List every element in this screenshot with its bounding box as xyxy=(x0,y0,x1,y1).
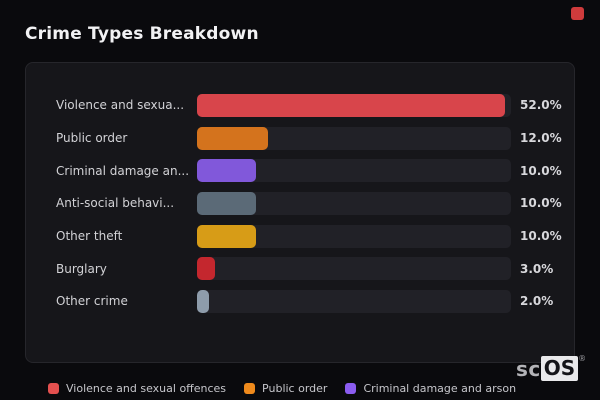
bar-fill[interactable] xyxy=(197,224,257,248)
chart-legend: Violence and sexual offences Public order… xyxy=(48,382,516,395)
bar-category-label: Burglary xyxy=(56,261,107,276)
legend-swatch-icon xyxy=(345,383,357,394)
logo-prefix: sc xyxy=(516,356,541,381)
bar-track xyxy=(197,224,511,248)
bar-category-label: Public order xyxy=(56,131,128,146)
legend-swatch-icon xyxy=(244,383,256,394)
bar-track xyxy=(197,289,511,313)
legend-label: Criminal damage and arson xyxy=(363,382,517,395)
chart-card: Violence and sexua... 52.0% Public order 12… xyxy=(25,62,575,363)
bar-fill[interactable] xyxy=(197,289,209,313)
bar-value-label: 10.0% xyxy=(520,229,562,244)
legend-item[interactable]: Public order xyxy=(244,382,327,395)
bar-track xyxy=(197,93,511,117)
bar-fill[interactable] xyxy=(197,257,215,281)
legend-item[interactable]: Violence and sexual offences xyxy=(48,382,226,395)
legend-label: Violence and sexual offences xyxy=(66,382,227,395)
bar-value-label: 10.0% xyxy=(520,163,562,178)
bar-category-label: Anti-social behavi... xyxy=(56,196,175,211)
bar-track xyxy=(197,191,511,215)
bar-value-label: 2.0% xyxy=(520,294,554,309)
bar-value-label: 12.0% xyxy=(520,131,562,146)
bar-category-label: Criminal damage an... xyxy=(56,163,190,178)
bar-fill[interactable] xyxy=(197,159,257,183)
bar-value-label: 10.0% xyxy=(520,196,562,211)
bar-fill[interactable] xyxy=(197,93,505,117)
bar-row: Public order 12.0% xyxy=(26,122,574,155)
legend-label: Public order xyxy=(262,382,328,395)
registered-mark-icon: ® xyxy=(578,354,587,363)
bar-row: Violence and sexua... 52.0% xyxy=(26,89,574,122)
bar-fill[interactable] xyxy=(197,191,257,215)
bar-value-label: 3.0% xyxy=(520,261,554,276)
bar-track xyxy=(197,126,511,150)
bar-category-label: Other theft xyxy=(56,229,123,244)
bar-row: Other crime 2.0% xyxy=(26,285,574,318)
page-title: Crime Types Breakdown xyxy=(25,24,259,44)
logo-box: OS xyxy=(540,356,579,381)
bar-row: Criminal damage an... 10.0% xyxy=(26,154,574,187)
bar-rows: Violence and sexua... 52.0% Public order 12… xyxy=(26,89,574,318)
bar-category-label: Other crime xyxy=(56,294,128,309)
legend-item[interactable]: Criminal damage and arson xyxy=(345,382,516,395)
bar-row: Burglary 3.0% xyxy=(26,252,574,285)
legend-swatch-icon xyxy=(48,383,59,394)
red-indicator xyxy=(571,7,584,20)
bar-track xyxy=(197,159,511,183)
scos-logo: sc OS ® xyxy=(516,354,587,381)
bar-value-label: 52.0% xyxy=(520,98,562,113)
bar-track xyxy=(197,257,511,281)
bar-row: Anti-social behavi... 10.0% xyxy=(26,187,574,220)
bar-category-label: Violence and sexua... xyxy=(56,98,185,113)
bar-fill[interactable] xyxy=(197,126,268,150)
bar-row: Other theft 10.0% xyxy=(26,220,574,253)
